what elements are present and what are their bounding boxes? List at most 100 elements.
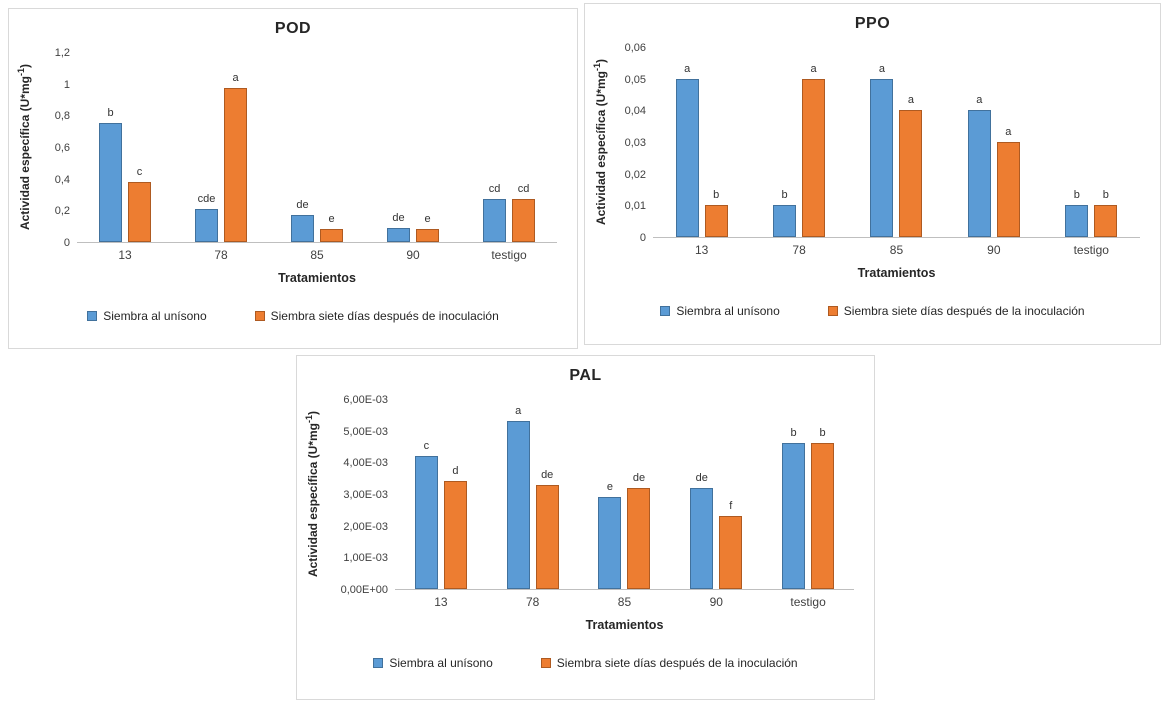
legend-label: Siembra siete días después de inoculació…	[270, 309, 499, 323]
y-tick-label: 0,00E+00	[340, 584, 388, 596]
bar-group-78: a de	[506, 405, 559, 589]
significance-letter: f	[729, 500, 733, 513]
y-tick-label: 0,03	[624, 137, 646, 149]
bar-series1-13	[675, 78, 699, 237]
bar-wrap: b	[1094, 189, 1118, 237]
y-tick-label: 5,00E-03	[343, 425, 388, 438]
chart-body: Actividad específica (U*mg-1) 0 0,2 0,4 0,6…	[9, 47, 577, 285]
legend-item: Siembra siete días después de la inocula…	[827, 304, 1085, 318]
legend-item: Siembra al unísono	[87, 309, 207, 323]
bar-group-testigo: cd cd	[483, 183, 535, 242]
x-tick-label: 78	[792, 243, 806, 257]
significance-letter: cd	[517, 183, 530, 196]
bar-series2-90	[719, 516, 743, 589]
significance-letter: b	[1073, 189, 1080, 202]
legend-item: Siembra siete días después de la inocula…	[540, 656, 798, 670]
significance-letter: b	[1102, 189, 1109, 202]
bar-wrap: b	[704, 189, 728, 237]
bar-wrap: a	[996, 126, 1020, 237]
bar-wrap: a	[870, 62, 894, 237]
bar-wrap: a	[802, 62, 826, 237]
y-tick-label: 4,00E-03	[343, 457, 388, 470]
significance-letter: b	[713, 189, 720, 202]
plot-column: c d a de e de de f b b 13 78 85 90 testigo Tratamient…	[395, 399, 854, 632]
bar-wrap: de	[627, 471, 651, 589]
x-tick-label: 13	[695, 243, 709, 257]
bar-series2-13	[704, 205, 728, 237]
significance-letter: a	[878, 62, 886, 75]
significance-letter: de	[392, 211, 405, 224]
legend-item: Siembra al unísono	[660, 304, 780, 318]
x-tick-label: 85	[617, 595, 632, 609]
y-tick-label: 0,01	[624, 200, 646, 213]
significance-letter: cde	[197, 192, 216, 205]
bar-wrap: cde	[195, 193, 218, 242]
bar-series1-13	[99, 123, 122, 242]
legend-label: Siembra al unísono	[676, 304, 780, 318]
bar-wrap: b	[1065, 189, 1089, 237]
x-tick-label: 78	[214, 248, 228, 262]
significance-letter: b	[819, 427, 826, 440]
significance-letter: cd	[488, 183, 501, 196]
bar-series1-testigo	[1065, 205, 1089, 237]
y-axis-title: Actividad específica (U*mg-1)	[592, 58, 608, 226]
x-tick-label: 90	[406, 248, 420, 262]
bar-wrap: c	[128, 166, 151, 242]
y-tick-label: 0,8	[54, 110, 70, 123]
y-tick-label: 0	[639, 232, 646, 244]
y-tick-label: 1,2	[54, 47, 70, 59]
chart-title-pod: POD	[274, 20, 312, 37]
x-tick-label: 85	[889, 243, 904, 257]
significance-letter: a	[515, 405, 522, 418]
significance-letter: de	[541, 468, 554, 481]
bar-series2-testigo	[811, 443, 835, 589]
bar-wrap: b	[99, 107, 122, 242]
y-axis-ticks: 0,00E+00 1,00E-03 2,00E-03 3,00E-03 4,00E-03…	[327, 394, 395, 596]
ppo-chart-panel: PPO Actividad específica (U*mg-1) 0 0,01 0…	[584, 3, 1161, 345]
legend-swatch-icon	[254, 311, 265, 321]
y-axis-ticks: 0 0,2 0,4 0,6 0,8 1 1,2	[39, 47, 77, 249]
bar-series2-13	[443, 481, 467, 589]
legend-item: Siembra siete días después de inoculació…	[254, 309, 499, 323]
y-tick-label: 0,05	[624, 73, 646, 86]
bar-series1-78	[506, 421, 530, 589]
legend-item: Siembra al unísono	[373, 656, 493, 670]
significance-letter: de	[632, 471, 646, 484]
bar-wrap: a	[506, 405, 530, 589]
significance-letter: c	[423, 440, 430, 452]
significance-letter: a	[232, 72, 239, 85]
y-axis-title: Actividad específica (U*mg-1)	[16, 63, 32, 231]
significance-letter: a	[810, 62, 817, 75]
bar-group-90: de e	[387, 212, 439, 242]
x-tick-label: 90	[709, 595, 723, 609]
x-tick-label: testigo	[1073, 243, 1109, 257]
bar-series2-78	[802, 78, 826, 237]
legend-label: Siembra siete días después de la inocula…	[556, 656, 798, 670]
x-axis-ticks: 13 78 85 90 testigo	[395, 595, 854, 609]
legend-label: Siembra al unísono	[389, 656, 493, 670]
bar-wrap: cd	[512, 183, 535, 242]
bar-series2-85	[627, 487, 651, 589]
bar-wrap: a	[675, 62, 699, 237]
y-tick-label: 0,6	[54, 142, 70, 154]
bar-group-78: cde a	[195, 72, 247, 242]
bar-wrap: f	[719, 500, 743, 589]
x-axis-ticks: 13 78 85 90 testigo	[653, 243, 1140, 257]
significance-letter: de	[695, 471, 708, 484]
significance-letter: b	[790, 427, 797, 440]
pal-chart-panel: PAL Actividad específica (U*mg-1) 0,00E+…	[296, 355, 875, 700]
significance-letter: b	[781, 189, 788, 202]
y-tick-label: 3,00E-03	[343, 489, 388, 501]
legend-label: Siembra al unísono	[103, 309, 207, 323]
bar-wrap: b	[811, 427, 835, 589]
bar-series1-13	[414, 456, 438, 589]
legend-swatch-icon	[87, 311, 98, 321]
bar-series2-85	[899, 110, 923, 237]
significance-letter: a	[684, 62, 691, 75]
bar-series2-90	[416, 229, 439, 242]
x-tick-label: 90	[987, 243, 1001, 257]
